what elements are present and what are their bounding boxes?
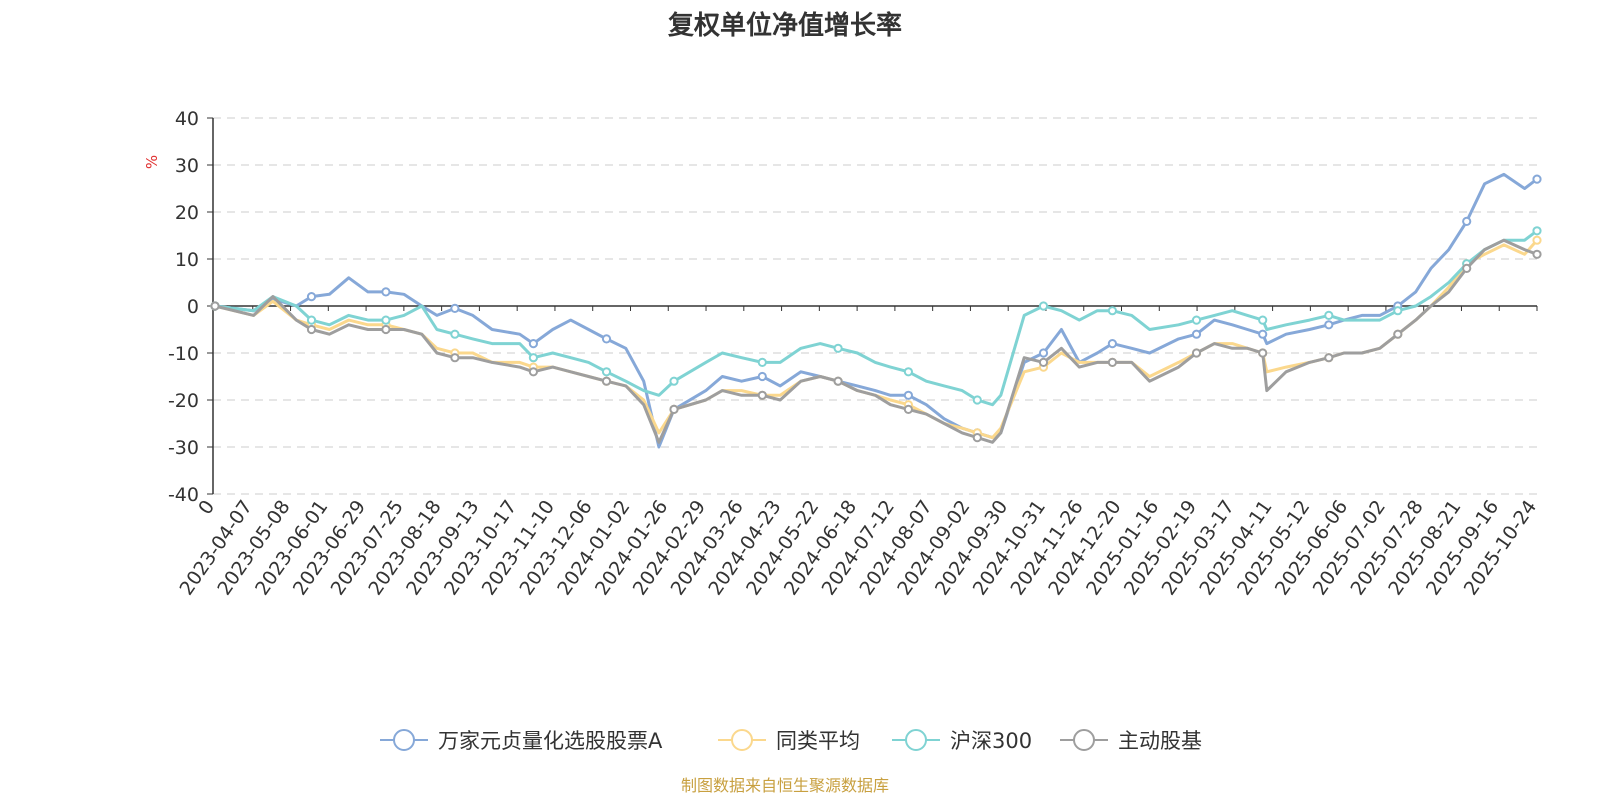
y-tick-label: -20 (168, 390, 199, 412)
series-point (669, 404, 679, 414)
axes: -40-30-20-1001020304002023-04-072023-05-… (168, 108, 1541, 599)
series-point (903, 367, 914, 377)
series-point (450, 329, 460, 339)
legend-item-1[interactable]: 同类平均 (718, 729, 860, 753)
legend-label: 主动股基 (1118, 729, 1202, 753)
y-tick-label: 0 (187, 296, 199, 318)
legend-marker (731, 729, 753, 751)
series-point (528, 367, 539, 377)
series-point (1532, 235, 1542, 245)
series-point (1191, 348, 1202, 358)
series-lines (210, 172, 1542, 449)
series-point (601, 334, 612, 344)
y-axis-unit: % (143, 155, 161, 169)
series-point (1532, 226, 1542, 236)
series-line-2 (214, 229, 1538, 407)
legend-label: 万家元贞量化选股股票A (438, 729, 663, 753)
series-point (1107, 339, 1118, 349)
series-point (1258, 315, 1268, 325)
series-point (1324, 320, 1334, 330)
series-point (903, 390, 914, 400)
series-line-1 (214, 239, 1539, 440)
legend-marker (393, 729, 415, 751)
series-point (601, 367, 612, 377)
y-tick-label: 20 (175, 202, 199, 224)
series-point (833, 376, 843, 386)
series-line-3 (214, 238, 1538, 444)
series-point (601, 376, 612, 386)
y-tick-label: -30 (168, 437, 199, 459)
series-point (306, 324, 317, 335)
legend-label: 沪深300 (950, 729, 1032, 753)
legend-marker (905, 729, 927, 751)
series-point (1258, 329, 1268, 339)
series-point (381, 315, 391, 325)
series-point (1393, 329, 1403, 339)
series-point (1462, 263, 1472, 273)
series-point (1038, 301, 1049, 311)
series-point (1038, 348, 1049, 358)
series-point (381, 287, 391, 297)
series-point (1107, 357, 1118, 367)
series-point (1324, 310, 1334, 320)
series-point (1258, 348, 1268, 358)
y-tick-label: 30 (175, 155, 199, 177)
legend-item-3[interactable]: 主动股基 (1060, 729, 1202, 753)
series-point (1532, 174, 1542, 184)
series-point (1324, 353, 1334, 363)
series-point (1532, 249, 1542, 259)
series-point (210, 301, 220, 311)
gridlines (213, 117, 1537, 495)
series-point (528, 339, 539, 349)
series-point (903, 404, 914, 414)
series-point (757, 390, 767, 400)
series-point (757, 357, 767, 367)
legend-marker (1073, 729, 1095, 751)
legend-item-2[interactable]: 沪深300 (892, 729, 1032, 753)
series-point (757, 371, 767, 382)
x-tick-label: 0 (194, 496, 219, 519)
series-point (1191, 329, 1202, 339)
series-point (306, 292, 317, 302)
series-point (381, 324, 391, 335)
y-tick-label: 10 (175, 249, 199, 271)
series-point (528, 353, 539, 363)
y-tick-label: 40 (175, 108, 199, 130)
series-point (972, 395, 982, 405)
series-point (1462, 216, 1472, 226)
legend[interactable]: 万家元贞量化选股股票A 同类平均 沪深300 主动股基 (380, 729, 1202, 753)
source-note: 制图数据来自恒生聚源数据库 (681, 776, 889, 795)
series-point (306, 315, 317, 325)
series-point (1393, 306, 1403, 316)
series-point (833, 343, 843, 353)
series-point (450, 353, 460, 363)
series-point (669, 376, 679, 386)
series-point (1038, 357, 1049, 367)
y-tick-label: -10 (168, 343, 199, 365)
legend-item-0[interactable]: 万家元贞量化选股股票A (380, 729, 663, 753)
series-point (1107, 306, 1118, 316)
series-point (1191, 315, 1202, 325)
series-point (450, 303, 460, 313)
y-tick-label: -40 (168, 484, 199, 506)
series-point (972, 433, 982, 443)
legend-label: 同类平均 (776, 729, 860, 753)
chart-title: 复权单位净值增长率 (668, 10, 902, 41)
